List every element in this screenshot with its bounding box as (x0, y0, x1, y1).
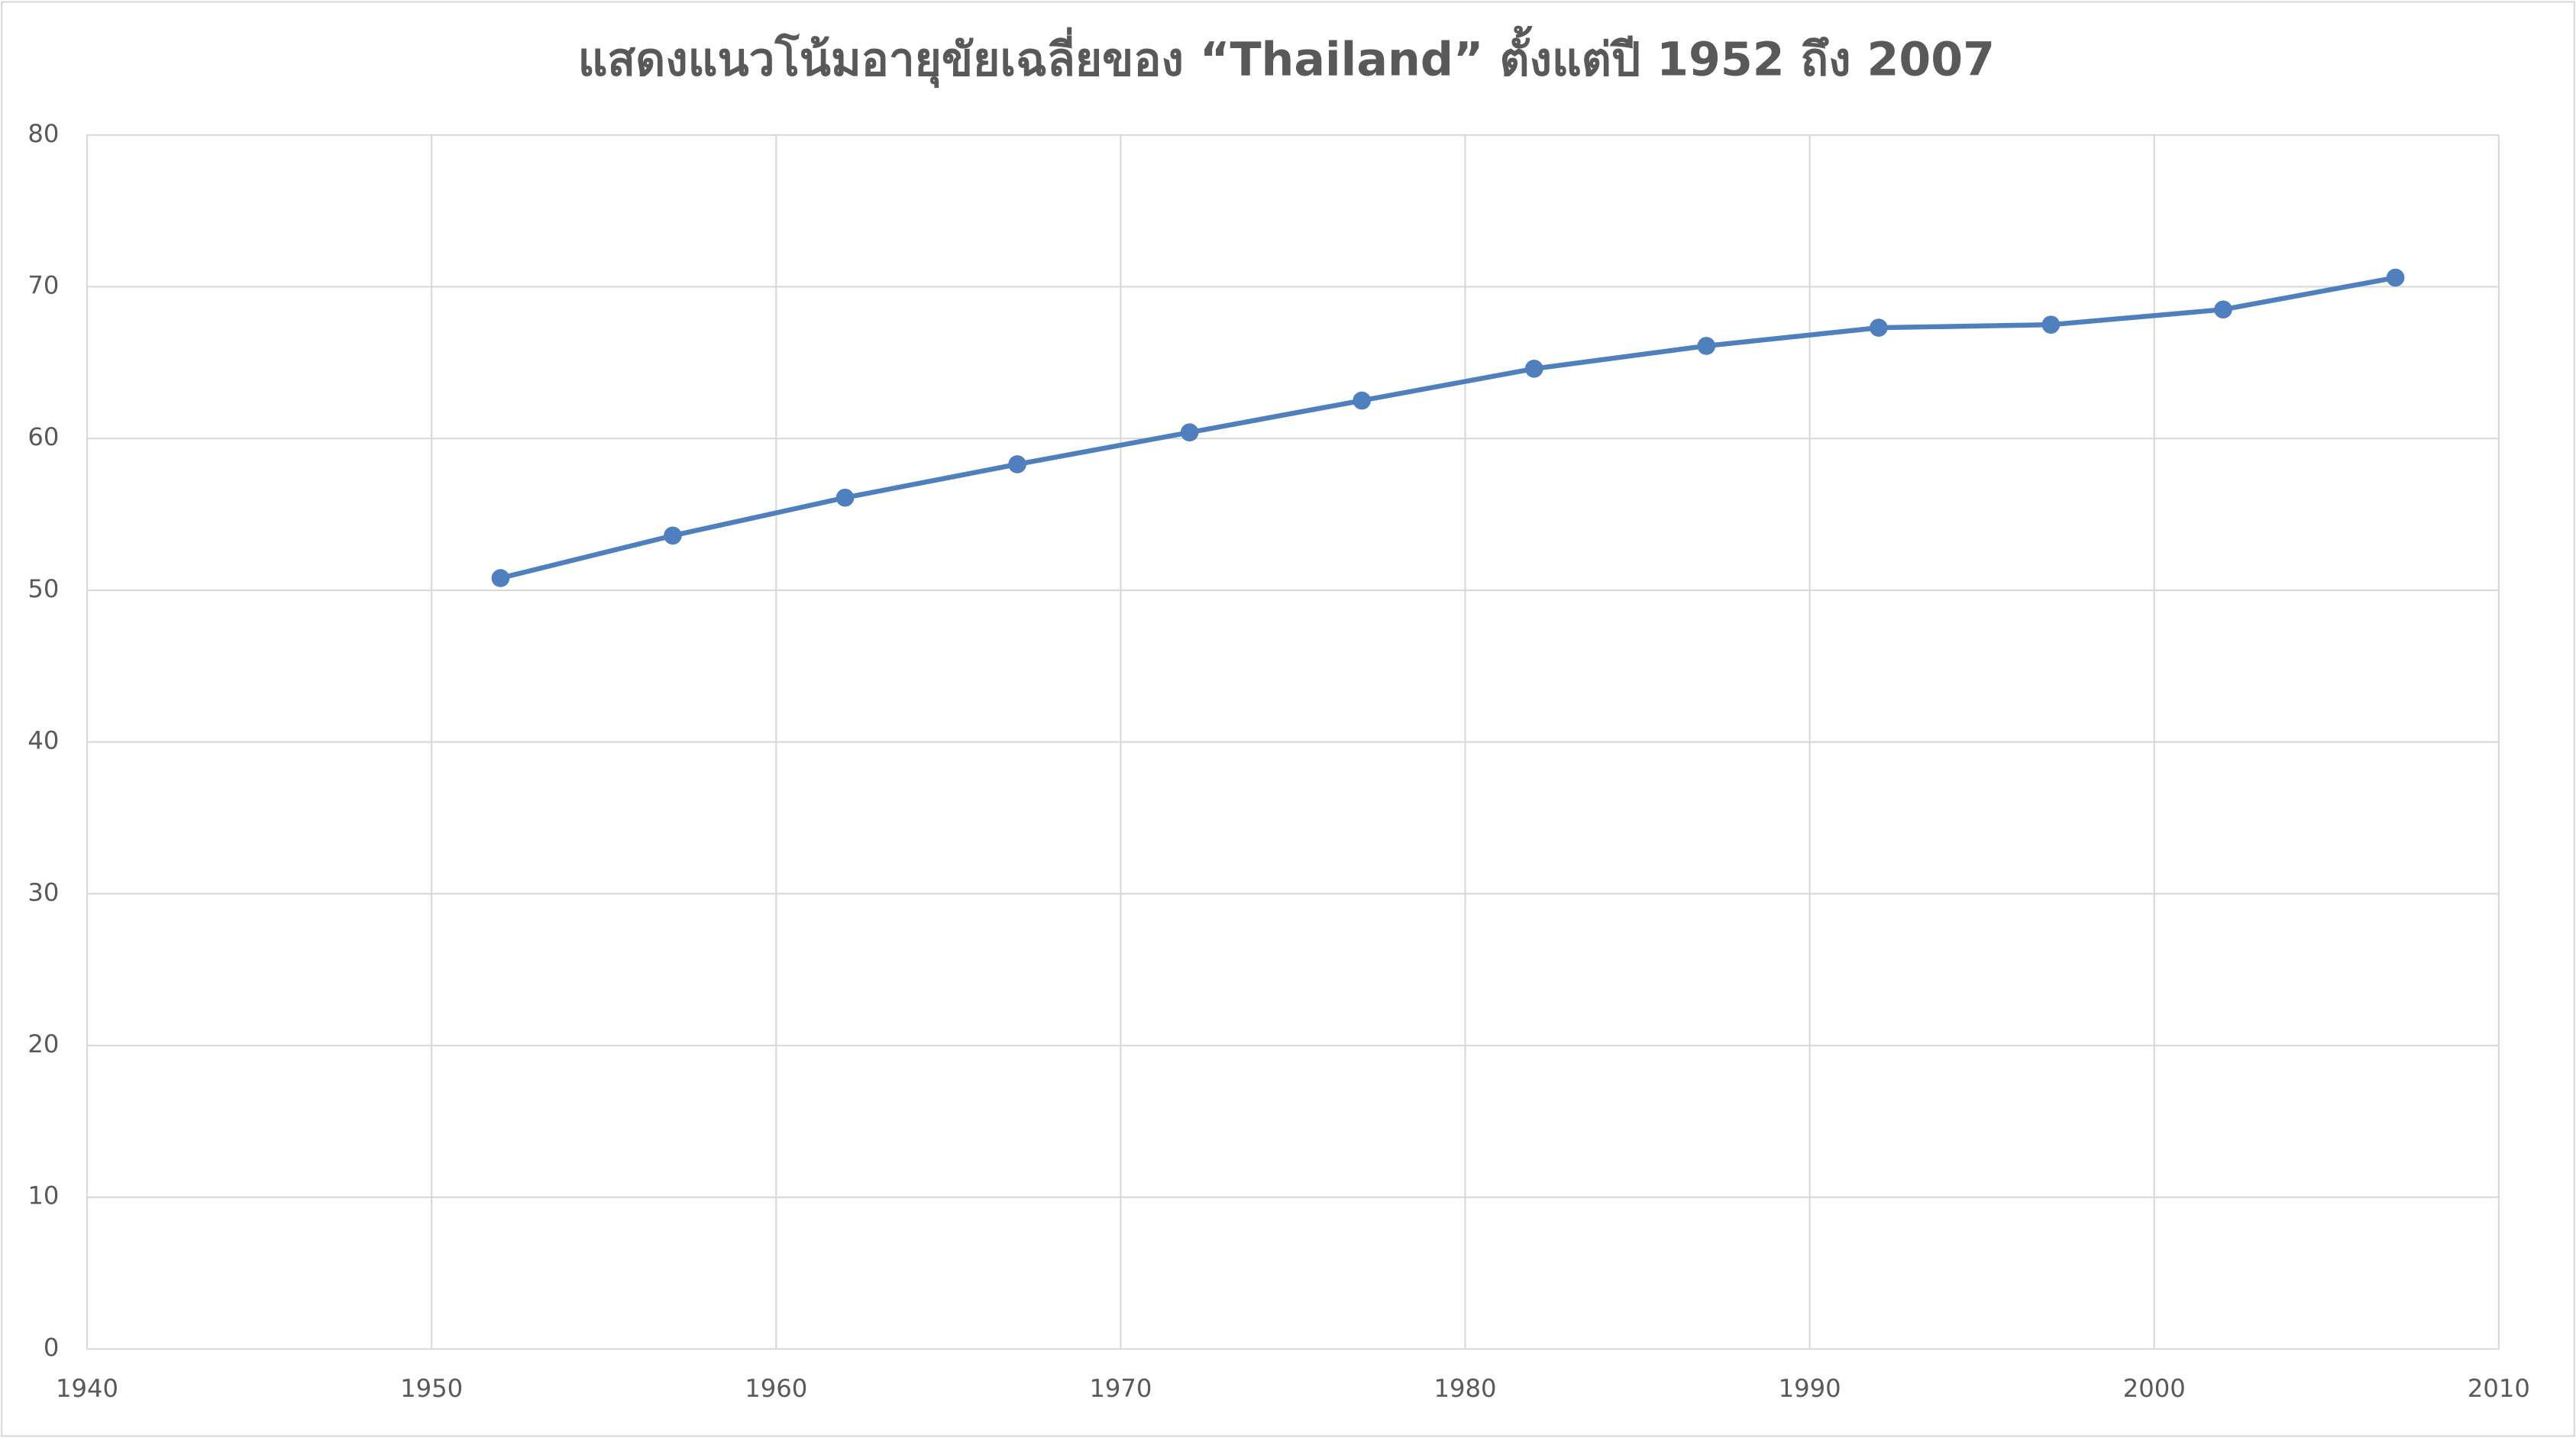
y-tick-label: 40 (27, 726, 59, 755)
series-line (499, 275, 2397, 581)
x-tick-label: 1990 (1779, 1374, 1841, 1403)
data-point (491, 569, 510, 587)
x-tick-label: 1970 (1089, 1374, 1152, 1403)
y-tick-label: 20 (27, 1029, 59, 1058)
data-point (2386, 268, 2405, 287)
x-tick-label: 1950 (400, 1374, 463, 1403)
y-tick-label: 70 (27, 270, 59, 299)
data-point (836, 488, 855, 507)
data-point (2041, 315, 2060, 334)
data-point (1524, 359, 1543, 378)
x-tick-label: 1980 (1433, 1374, 1496, 1403)
x-tick-label: 1940 (56, 1374, 118, 1403)
data-point (1870, 318, 1888, 337)
x-tick-label: 2010 (2468, 1374, 2530, 1403)
chart-title: แสดงแนวโน้มอายุขัยเฉลี่ยของ “Thailand” ต… (578, 26, 1996, 89)
data-point (1697, 337, 1716, 355)
data-point (1008, 455, 1026, 473)
x-tick-label: 2000 (2123, 1374, 2186, 1403)
y-tick-label: 30 (27, 877, 59, 906)
y-tick-label: 80 (27, 119, 59, 148)
y-tick-label: 60 (27, 422, 59, 451)
data-point (1180, 423, 1199, 442)
y-tick-label: 50 (27, 574, 59, 603)
y-tick-label: 0 (44, 1333, 60, 1362)
data-point (2214, 300, 2232, 319)
y-tick-label: 10 (27, 1181, 59, 1210)
data-point (664, 526, 682, 545)
x-tick-label: 1960 (745, 1374, 807, 1403)
data-point (1353, 391, 1372, 410)
